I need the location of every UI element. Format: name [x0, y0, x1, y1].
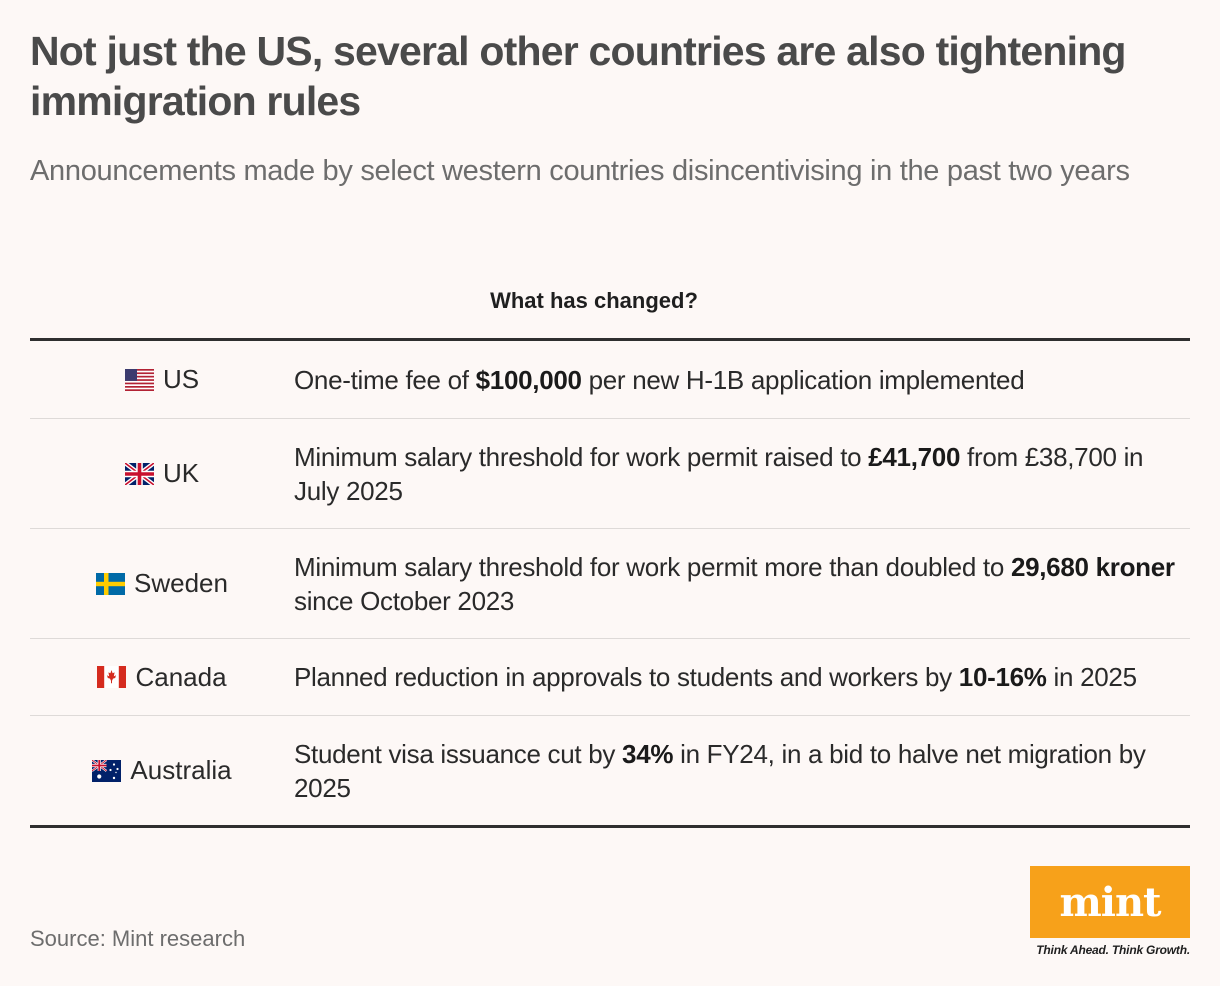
- country-cell: Sweden: [30, 568, 294, 599]
- country-label: Sweden: [134, 568, 228, 598]
- change-description: Minimum salary threshold for work permit…: [294, 441, 1144, 506]
- country-cell: Canada: [30, 662, 294, 693]
- table-row: UK Minimum salary threshold for work per…: [30, 418, 1190, 528]
- logo-text: mint: [1059, 878, 1161, 926]
- logo-tagline: Think Ahead. Think Growth.: [1036, 943, 1190, 957]
- table-row: US One-time fee of $100,000 per new H-1B…: [30, 341, 1190, 418]
- country-label: UK: [162, 458, 200, 488]
- australia-flag-icon: [92, 759, 122, 782]
- country-cell: Australia: [30, 755, 294, 786]
- change-description: One-time fee of $100,000 per new H-1B ap…: [294, 364, 1025, 395]
- uk-flag-icon: [124, 462, 154, 485]
- country-cell: US: [30, 364, 294, 395]
- change-description: Planned reduction in approvals to studen…: [294, 662, 1137, 692]
- us-flag-icon: [124, 368, 154, 391]
- source-note: Source: Mint research: [30, 926, 246, 951]
- changes-table: US One-time fee of $100,000 per new H-1B…: [30, 338, 1190, 828]
- column-header: What has changed?: [490, 288, 698, 313]
- change-description: Student visa issuance cut by 34% in FY24…: [294, 738, 1146, 803]
- table-row: Sweden Minimum salary threshold for work…: [30, 528, 1190, 638]
- table-row: Australia Student visa issuance cut by 3…: [30, 715, 1190, 825]
- chart-title: Not just the US, several other countries…: [30, 28, 1126, 124]
- chart-subtitle: Announcements made by select western cou…: [30, 155, 1130, 187]
- table-row: Canada Planned reduction in approvals to…: [30, 638, 1190, 715]
- country-label: Canada: [135, 661, 227, 692]
- mint-logo: mint: [1030, 866, 1190, 938]
- country-cell: UK: [30, 458, 294, 489]
- country-label: US: [162, 364, 200, 394]
- canada-flag-icon: [97, 666, 127, 688]
- country-label: Australia: [130, 755, 232, 785]
- sweden-flag-icon: [96, 572, 126, 595]
- change-description: Minimum salary threshold for work permit…: [294, 551, 1175, 616]
